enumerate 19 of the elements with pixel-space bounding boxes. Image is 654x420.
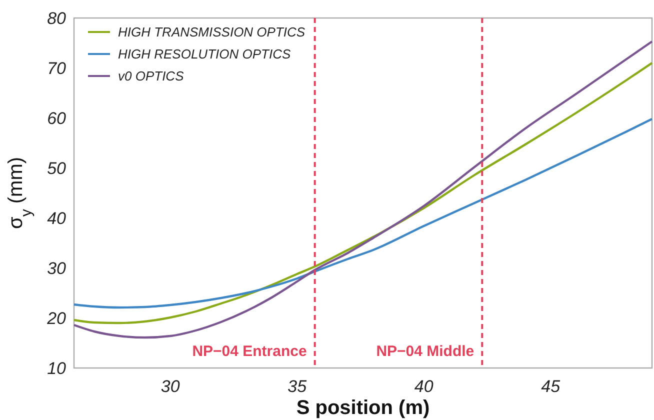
y-tick-label: 40 [47, 208, 67, 228]
x-tick-label: 45 [541, 377, 561, 396]
y-tick-label: 70 [47, 58, 67, 78]
ref-line-label: NP−04 Middle [376, 343, 474, 360]
line-series [72, 118, 654, 309]
y-tick-label: 60 [47, 108, 67, 128]
legend-label: HIGH RESOLUTION OPTICS [118, 46, 291, 62]
y-tick-label: 10 [47, 358, 67, 378]
legend-label: v0 OPTICS [118, 68, 184, 84]
ref-line-label: NP−04 Entrance [192, 343, 307, 360]
x-tick-label: 40 [414, 377, 434, 396]
y-tick-label: 80 [47, 8, 67, 28]
x-tick-label: 30 [160, 377, 180, 396]
y-tick-label: 30 [47, 258, 67, 278]
x-axis-title: S position (m) [296, 397, 430, 419]
y-tick-label: 50 [47, 158, 67, 178]
legend-label: HIGH TRANSMISSION OPTICS [118, 24, 306, 40]
y-tick-label: 20 [46, 308, 67, 328]
x-tick-label: 35 [288, 377, 308, 396]
